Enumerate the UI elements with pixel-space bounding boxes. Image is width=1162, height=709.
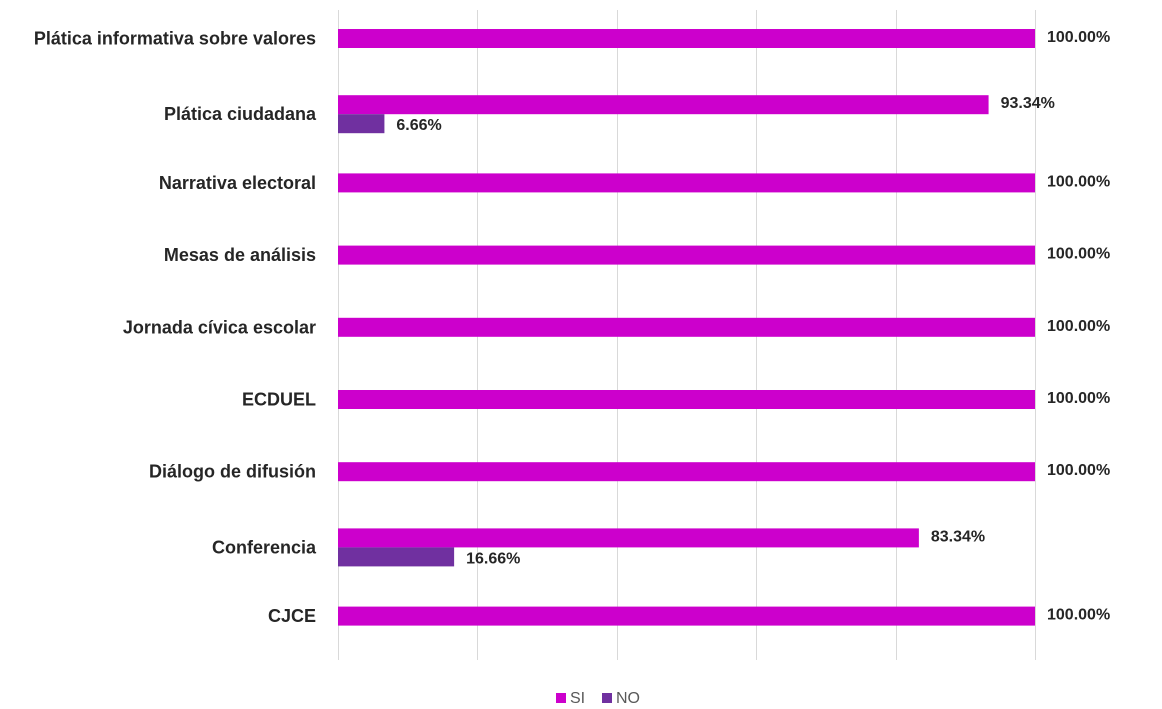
- value-label-si-7: 83.34%: [931, 528, 985, 545]
- category-label-3: Mesas de análisis: [164, 245, 316, 265]
- value-label-si-1: 93.34%: [1001, 95, 1055, 112]
- bar-no-1: [338, 114, 385, 134]
- value-label-si-8: 100.00%: [1047, 607, 1110, 624]
- legend-swatch-si: [556, 693, 566, 703]
- value-label-si-0: 100.00%: [1047, 29, 1110, 46]
- labels: 100.00% Plática informativa sobre valores…: [34, 29, 1110, 627]
- value-label-no-1: 6.66%: [396, 117, 441, 134]
- legend-label-si: SI: [570, 690, 585, 707]
- value-label-si-2: 100.00%: [1047, 173, 1110, 190]
- category-label-7: Conferencia: [212, 537, 317, 557]
- legend-swatch-no: [602, 693, 612, 703]
- bar-no-7: [338, 547, 455, 567]
- value-label-no-7: 16.66%: [466, 550, 520, 567]
- bar-si-3: [338, 245, 1035, 265]
- bars: [338, 29, 1035, 626]
- legend-label-no: NO: [616, 690, 640, 707]
- bar-si-5: [338, 390, 1035, 409]
- bar-si-1: [338, 95, 989, 115]
- category-label-1: Plática ciudadana: [164, 104, 317, 124]
- bar-si-6: [338, 462, 1035, 482]
- bar-si-0: [338, 29, 1035, 48]
- category-label-0: Plática informativa sobre valores: [34, 29, 316, 49]
- bar-si-2: [338, 173, 1035, 193]
- category-label-5: ECDUEL: [242, 390, 316, 410]
- value-label-si-5: 100.00%: [1047, 390, 1110, 407]
- bar-si-8: [338, 606, 1035, 626]
- category-label-4: Jornada cívica escolar: [123, 317, 316, 337]
- bar-si-7: [338, 528, 919, 548]
- category-label-8: CJCE: [268, 606, 316, 626]
- bar-si-4: [338, 317, 1035, 337]
- value-label-si-6: 100.00%: [1047, 462, 1110, 479]
- category-label-6: Diálogo de difusión: [149, 462, 316, 482]
- legend: SI NO: [556, 690, 640, 707]
- value-label-si-3: 100.00%: [1047, 246, 1110, 263]
- value-label-si-4: 100.00%: [1047, 318, 1110, 335]
- category-label-2: Narrativa electoral: [159, 173, 316, 193]
